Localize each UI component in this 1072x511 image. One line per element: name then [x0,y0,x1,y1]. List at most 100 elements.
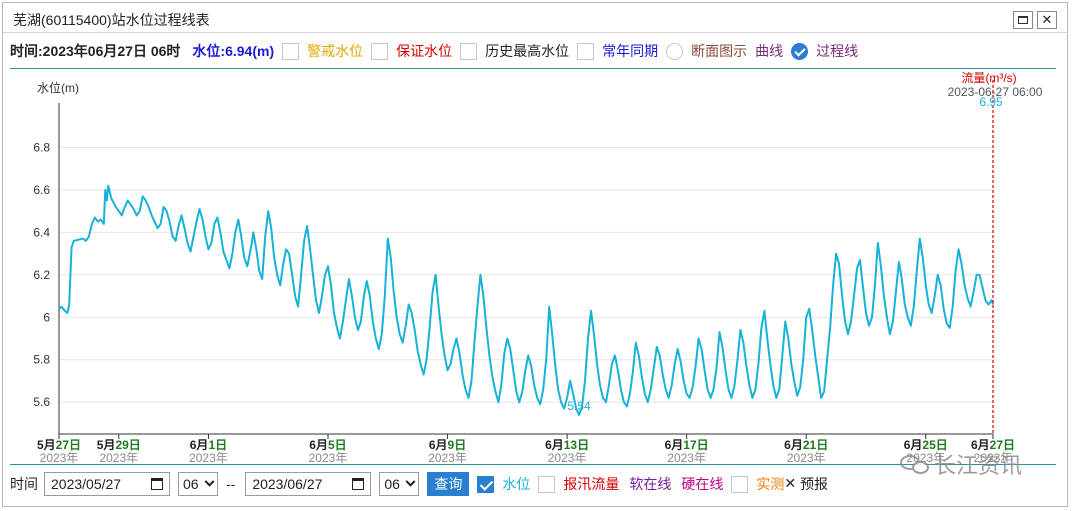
option-soft-online[interactable]: 软在线 [629,474,671,494]
chart-axes [58,103,993,435]
x-tick-month: 6月 [971,438,990,452]
x-tick-year: 2023年 [974,451,1013,465]
option-section-view[interactable]: 断面图示 [666,41,747,61]
y-tick-label: 6 [43,310,50,324]
end-hour-value: 06 [384,476,400,492]
warning-level-checkbox[interactable] [282,42,300,60]
x-tick-year: 2023年 [99,451,138,465]
x-tick-label: 6月9日 [429,438,466,452]
soft-online-label: 软在线 [629,476,672,492]
x-tick-day: 27日 [990,438,1015,452]
x-tick-day: 1日 [208,438,227,452]
maximize-icon[interactable] [1013,11,1033,29]
y-tick-label: 5.6 [33,395,50,409]
x-tick-month: 5月 [37,438,56,452]
x-tick-year: 2023年 [40,451,79,465]
start-date-input[interactable]: 2023/05/27 [44,472,170,496]
x-tick-month: 6月 [545,438,564,452]
start-date-value: 2023/05/27 [51,476,122,492]
historical-max-label: 历史最高水位 [485,43,570,59]
x-tick-year: 2023年 [548,451,587,465]
x-tick-year: 2023年 [428,451,467,465]
window-titlebar: 芜湖(60115400)站水位过程线表 ✕ [3,3,1067,33]
x-tick-label: 5月29日 [97,438,141,452]
x-tick-month: 6月 [429,438,448,452]
end-date-input[interactable]: 2023/06/27 [245,472,372,496]
section-view-radio[interactable] [666,42,684,60]
x-tick-label: 5月27日 [37,438,81,452]
x-tick-year: 2023年 [189,451,228,465]
x-tick-month: 6月 [784,438,803,452]
watermark-text: 长江资讯 [934,453,1023,478]
x-tick-month: 5月 [97,438,116,452]
calendar-icon[interactable] [151,478,163,490]
option-guarantee-level[interactable]: 保证水位 [371,41,452,61]
forecast-label: 预报 [800,476,829,492]
option-same-period[interactable]: 常年同期 [577,41,658,61]
water-level-line [58,184,994,416]
process-line-radio[interactable] [791,42,809,60]
warning-level-label: 警戒水位 [307,43,364,59]
option-hard-online[interactable]: 硬在线 [681,474,723,494]
option-water-level[interactable]: 水位 [477,474,530,494]
process-line-label: 过程线 [816,43,859,59]
top-divider [10,68,1056,69]
x-tick-month: 6月 [904,438,923,452]
query-button[interactable]: 查询 [427,472,470,496]
same-period-checkbox[interactable] [577,42,595,60]
option-reported-flow[interactable]: 报汛流量 [538,474,619,494]
historical-max-checkbox[interactable] [460,42,478,60]
option-curve[interactable]: 曲线 [755,41,783,61]
query-bar: 时间 2023/05/27 06 -- 2023/06/27 06 查询 水位 … [10,471,828,497]
chevron-down-icon [405,476,416,487]
guarantee-level-checkbox[interactable] [371,42,389,60]
curve-label: 曲线 [755,43,784,59]
option-forecast[interactable]: ✕ 预报 [784,474,828,494]
x-tick-year: 2023年 [787,451,826,465]
chart-series [58,184,994,416]
chevron-down-icon [204,476,215,487]
reported-flow-checkbox[interactable] [538,475,556,493]
x-tick-month: 6月 [665,438,684,452]
water-level-checkbox[interactable] [477,475,495,493]
x-tick-day: 27日 [56,438,81,452]
calendar-icon[interactable] [352,478,365,490]
x-tick-day: 29日 [115,438,140,452]
hard-online-label: 硬在线 [681,476,724,492]
x-tick-year: 2023年 [309,451,348,465]
x-tick-label: 6月1日 [190,438,227,452]
chart-annotations: 流量(m³/s)2023-06-27 06:006.95 5.54 [567,71,1043,434]
wechat-icon [900,453,930,475]
close-icon[interactable]: ✕ [1037,11,1057,29]
reported-flow-label: 报汛流量 [563,476,620,492]
x-tick-label: 6月13日 [545,438,589,452]
option-historical-max[interactable]: 历史最高水位 [460,41,569,61]
start-hour-select[interactable]: 06 [178,472,218,496]
forecast-close-icon[interactable]: ✕ [784,476,797,492]
option-process-line[interactable]: 过程线 [791,41,858,61]
x-tick-day: 13日 [564,438,589,452]
query-time-label: 时间 [10,476,38,492]
end-hour-select[interactable]: 06 [379,472,420,496]
window-title: 芜湖(60115400)站水位过程线表 [13,12,210,28]
water-level-label: 水位 [502,476,531,492]
option-warning-level[interactable]: 警戒水位 [282,41,363,61]
x-tick-day: 25日 [922,438,947,452]
cursor-time-label: 2023-06-27 06:00 [948,85,1043,99]
y-tick-label: 6.4 [33,225,50,239]
current-level-label: 水位:6.94(m) [192,43,275,59]
x-tick-day: 5日 [328,438,347,452]
flow-axis-label: 流量(m³/s) [961,71,1016,85]
current-time-label: 时间:2023年06月27日 06时 [10,43,181,59]
measured-checkbox[interactable] [731,475,749,493]
section-view-label: 断面图示 [691,43,748,59]
measured-label: 实测 [756,476,785,492]
option-measured[interactable]: 实测 [731,474,784,494]
x-tick-label: 6月27日 [971,438,1015,452]
y-tick-label: 6.6 [33,183,50,197]
chart-toolbar: 时间:2023年06月27日 06时 水位:6.94(m) 警戒水位 保证水位 … [10,40,858,62]
x-tick-label: 6月5日 [309,438,346,452]
min-value-label: 5.54 [567,399,591,413]
x-tick-day: 9日 [448,438,467,452]
